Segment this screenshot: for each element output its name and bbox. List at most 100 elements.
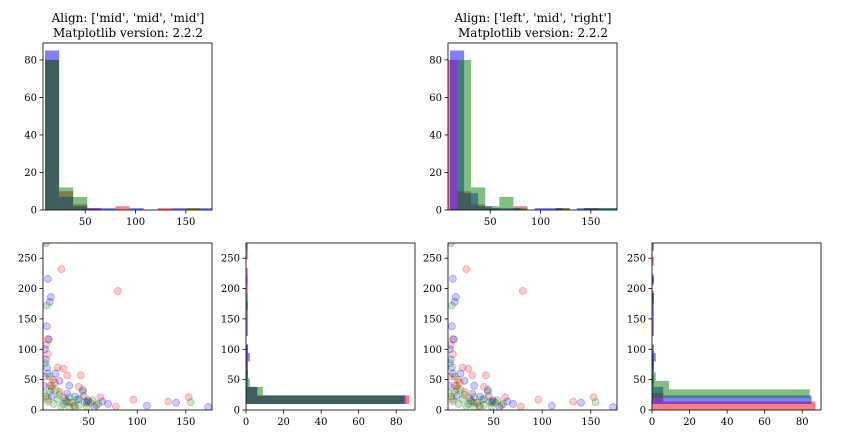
scatter-1-point-blue	[47, 392, 56, 400]
scatter-2-point-blue	[451, 293, 460, 301]
scatter-1-point-blue	[104, 400, 112, 408]
hist-mid-bar-red	[157, 208, 172, 210]
barh-2-bar-green	[652, 380, 669, 390]
barh-1-bar-green	[246, 361, 248, 370]
scatter-2-point-green	[483, 387, 492, 396]
barh-1-bar-blue	[246, 344, 248, 353]
scatter-2-point-green	[485, 397, 494, 406]
hist-mid-bar-blue	[87, 208, 102, 210]
scatter-2-point-red	[589, 393, 598, 402]
scatter-2-point-blue	[448, 355, 455, 364]
scatter-1-ytick-label: 200	[18, 284, 37, 295]
scatter-1-point-green	[71, 403, 79, 410]
scatter-2-ytick-label: 0	[436, 406, 442, 417]
scatter-1-point-blue	[51, 369, 60, 378]
scatter-2-point-blue	[448, 274, 457, 283]
scatter-2-point-blue	[448, 322, 456, 331]
scatter-2-point-green	[473, 398, 482, 407]
hist-mid-ytick-label: 60	[24, 93, 37, 104]
scatter-1-point-blue	[46, 293, 55, 301]
barh-1-ytick-label: 50	[227, 375, 240, 386]
scatter-1-point-green	[73, 395, 81, 404]
scatter-2-point-green	[456, 386, 465, 394]
barh-2-bar-blue	[652, 327, 654, 336]
hist-left-mid-right-ytick-label: 20	[429, 168, 442, 179]
scatter-2-point-green	[448, 392, 455, 401]
scatter-2-point-green	[452, 381, 461, 390]
hist-left-mid-right-axes: 50 100 150 0 20 40 60 80	[429, 42, 618, 228]
barh-1-bar-blue	[246, 327, 248, 336]
scatter-2-point-blue	[450, 298, 459, 306]
title-left-line1: Align: ['mid', 'mid', 'mid']	[51, 11, 205, 25]
scatter-1-point-red	[45, 381, 54, 390]
scatter-2-point-green	[450, 372, 459, 381]
barh-1-bar-blue	[246, 318, 248, 328]
hist-mid-ytick-label: 20	[24, 168, 37, 179]
scatter-2-point-blue	[452, 392, 461, 400]
hist-left-mid-right-bar-green	[513, 208, 528, 210]
barh-2-bar-blue	[652, 344, 654, 353]
scatter-2-point-red	[518, 287, 527, 295]
scatter-2-point-blue	[480, 395, 488, 403]
hist-mid-bar-red	[115, 206, 130, 210]
hist-mid-xtick-label: 50	[79, 217, 92, 228]
barh-2-bar-red	[652, 401, 816, 410]
scatter-1-point-red	[43, 372, 49, 381]
scatter-2-point-blue	[468, 389, 477, 398]
scatter-1-point-red	[53, 363, 62, 372]
scatter-1-point-red	[48, 375, 57, 384]
hist-left-mid-right-bar-green	[555, 208, 570, 210]
scatter-1-point-green	[45, 372, 54, 381]
scatter-2-point-blue	[495, 403, 504, 410]
barh-1-ytick-label: 200	[221, 284, 240, 295]
hist-left-mid-right-ytick-label: 60	[429, 93, 442, 104]
scatter-2-point-red	[464, 364, 473, 373]
hist-mid-ytick-label: 80	[24, 55, 37, 66]
scatter-2-plot-area	[448, 243, 617, 410]
scatter-1-ytick-label: 150	[18, 314, 37, 325]
scatter-1-point-green	[80, 397, 89, 406]
hist-left-mid-right-xtick-label: 100	[531, 217, 550, 228]
hist-mid-bar-green	[45, 59, 60, 210]
scatter-2-point-green	[454, 400, 463, 408]
scatter-1-point-red	[113, 287, 122, 295]
scatter-2-point-green	[448, 389, 453, 397]
scatter-2-point-red	[460, 387, 469, 396]
barh-1-ytick-label: 0	[234, 406, 240, 417]
barh-left-axes: 0 20 40 60 80 0 50 100 150 200 250	[221, 242, 416, 428]
hist-left-mid-right-bar-blue	[534, 208, 549, 210]
hist-mid-xtick-label: 150	[176, 217, 195, 228]
scatter-2-point-red	[468, 371, 477, 380]
scatter-2-point-red	[470, 398, 479, 407]
scatter-2-point-red	[484, 392, 493, 400]
scatter-2-point-green	[448, 359, 454, 368]
scatter-1-point-green	[186, 398, 195, 407]
hist-mid-bar-green	[185, 208, 200, 210]
barh-1-bar-blue	[246, 276, 248, 285]
hist-left-mid-right-frame	[447, 42, 618, 211]
scatter-2-point-green	[448, 397, 457, 406]
scatter-2-point-green	[470, 393, 479, 402]
scatter-1-ytick-label: 250	[18, 254, 37, 265]
scatter-2-point-blue	[460, 376, 469, 385]
scatter-1-point-blue	[143, 401, 151, 410]
barh-1-bar-red	[246, 267, 248, 277]
scatter-1-point-red	[43, 350, 52, 359]
hist-mid-plot-area	[45, 50, 212, 210]
hist-left-mid-right-xtick-label: 50	[484, 217, 497, 228]
barh-1-bar-blue	[246, 352, 250, 362]
scatter-2-point-blue	[448, 345, 454, 354]
scatter-1-point-blue	[61, 396, 70, 405]
scatter-2-ytick-label: 50	[429, 375, 442, 386]
scatter-1-ytick-label: 50	[24, 375, 37, 386]
scatter-2-point-blue	[476, 392, 484, 401]
scatter-1-point-green	[57, 402, 66, 410]
scatter-1-point-green	[75, 401, 83, 410]
hist-left-mid-right-bar-green	[499, 196, 514, 210]
scatter-1-point-green	[53, 395, 62, 403]
scatter-2-point-blue	[466, 396, 475, 405]
barh-2-bar-blue	[652, 395, 812, 404]
scatter-1-point-blue	[83, 396, 92, 405]
